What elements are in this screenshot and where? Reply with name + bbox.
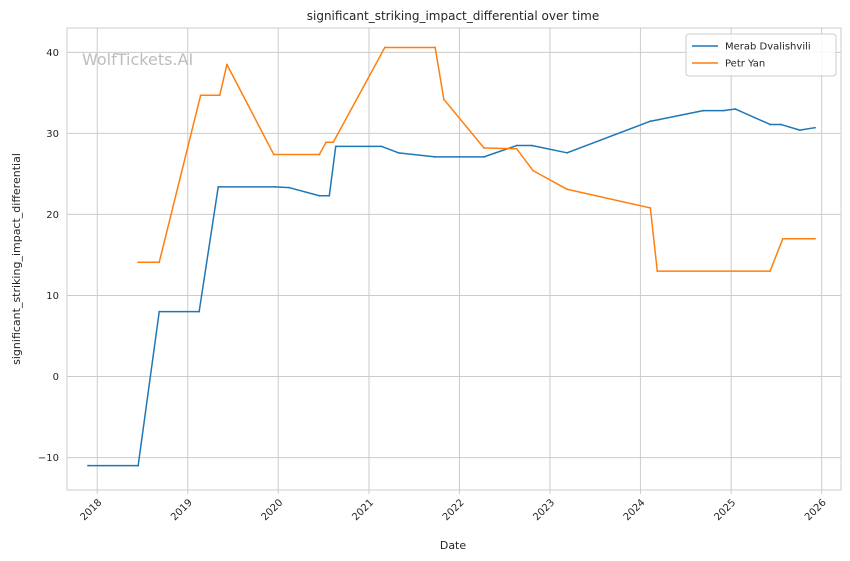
series-line [88, 108, 816, 467]
data-point [483, 155, 485, 158]
watermark-text: WolfTickets.AI [82, 50, 193, 69]
data-point [272, 153, 275, 156]
legend: Merab Dvalishvili Petr Yan [685, 33, 837, 77]
data-point [532, 169, 534, 172]
data-point [325, 141, 327, 144]
data-point [397, 151, 400, 154]
data-point [137, 464, 140, 467]
data-point [217, 185, 220, 188]
y-axis-label: significant_striking_impact_differential [10, 153, 23, 365]
data-point [814, 237, 816, 240]
legend-label-merab: Merab Dvalishvili [725, 42, 811, 53]
data-point [769, 123, 771, 126]
data-point [722, 109, 725, 112]
data-point [318, 153, 321, 156]
y-tick-label: 0 [53, 372, 59, 383]
data-point [442, 98, 445, 101]
data-point [380, 145, 383, 148]
data-point [566, 188, 568, 191]
data-point [274, 185, 277, 188]
data-point [734, 108, 737, 110]
data-point [779, 123, 782, 126]
data-point [649, 120, 652, 123]
y-tick-label: 20 [46, 210, 59, 221]
x-axis-label: Date [440, 539, 467, 552]
series-1 [137, 46, 816, 273]
y-tick-label: −10 [38, 453, 59, 464]
data-point [515, 147, 518, 150]
grid [67, 28, 841, 494]
data-point [334, 145, 337, 148]
data-point [483, 147, 485, 149]
data-point [530, 144, 533, 147]
data-point [434, 46, 437, 49]
data-point [702, 109, 705, 112]
data-point [781, 237, 784, 240]
chart-title: significant_striking_impact_differential… [307, 9, 599, 23]
plot-frame [66, 27, 842, 491]
legend-box [685, 33, 837, 77]
data-point [198, 310, 201, 313]
data-point [649, 207, 652, 209]
data-point [87, 464, 89, 467]
data-point [226, 63, 228, 66]
data-point [288, 186, 291, 189]
data-point [137, 261, 140, 264]
series-lines [87, 46, 816, 467]
data-point [434, 155, 437, 158]
data-point [318, 194, 321, 197]
y-tick-label: 10 [46, 291, 59, 302]
data-point [566, 151, 568, 154]
data-point [332, 141, 335, 144]
plot-area [67, 28, 841, 490]
data-point [769, 270, 771, 273]
data-point [383, 46, 386, 49]
data-point [158, 310, 161, 313]
data-point [218, 94, 221, 97]
data-point [814, 126, 816, 129]
legend-label-petr: Petr Yan [725, 59, 765, 70]
data-point [657, 118, 660, 121]
data-point [328, 194, 331, 197]
data-point [656, 270, 659, 273]
data-point [798, 129, 801, 132]
y-tick-label: 30 [46, 129, 59, 140]
y-tick-label: 40 [46, 48, 59, 59]
data-point [199, 94, 202, 97]
data-point [158, 261, 161, 264]
series-0 [87, 108, 816, 467]
data-point [515, 144, 518, 147]
